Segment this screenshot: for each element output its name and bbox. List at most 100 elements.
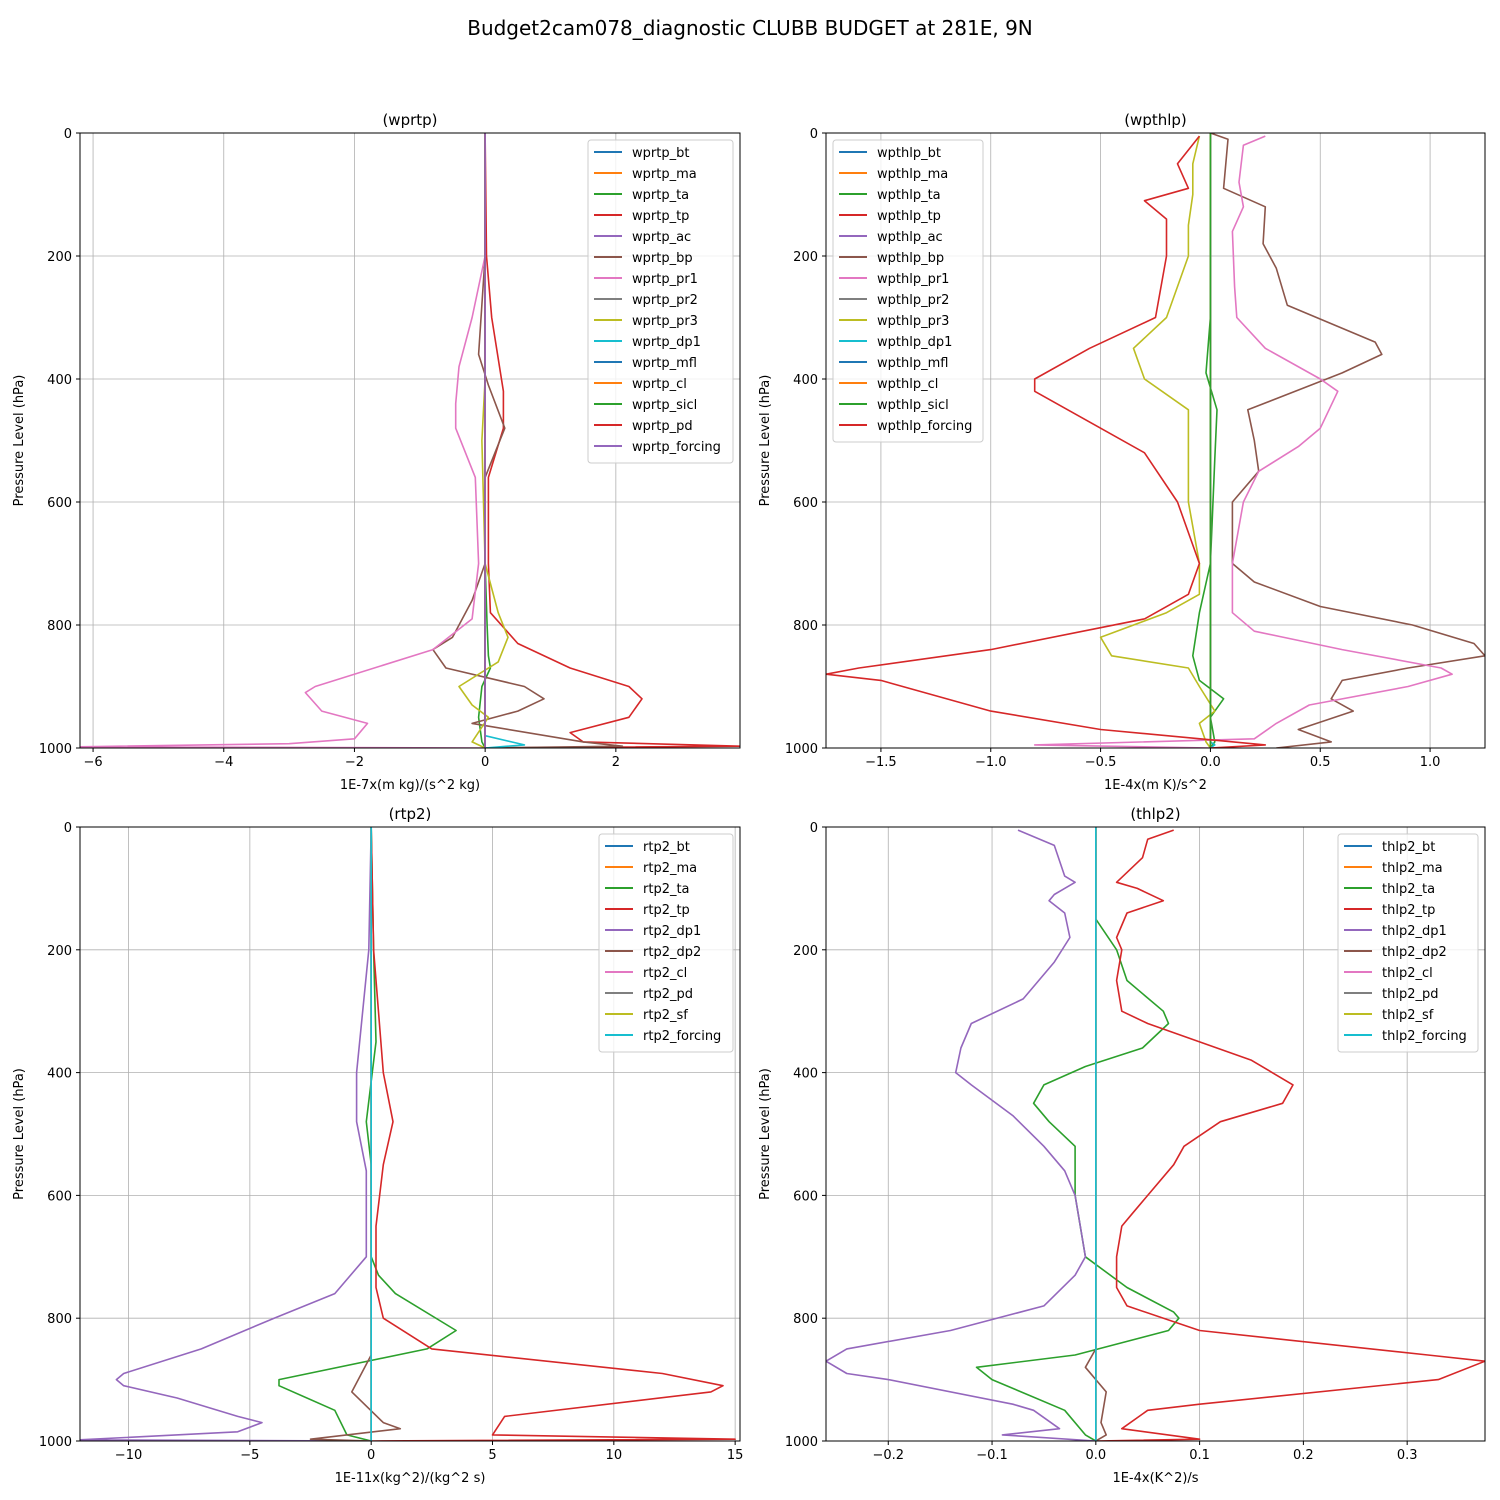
legend-entry: rtp2_tp: [643, 903, 690, 918]
legend-entry: wprtp_sicl: [632, 398, 697, 413]
legend-entry: rtp2_sf: [643, 1008, 688, 1023]
x-tick-label: 0.1: [1189, 1448, 1210, 1463]
x-tick-label: −10: [115, 1448, 142, 1463]
chart-panel-3: −10 −5 0 5 10 15 0 200 400 600 800 1000 (rtp2) 1E-11x…: [12, 805, 743, 1486]
legend-entry: wpthlp_pr2: [877, 293, 949, 308]
legend-entry: wpthlp_sicl: [877, 398, 949, 413]
legend-entry: rtp2_bt: [643, 840, 690, 855]
x-tick-label: 0.5: [1310, 755, 1331, 770]
legend-entry: wpthlp_cl: [877, 377, 938, 392]
legend-entry: thlp2_pd: [1382, 987, 1438, 1002]
x-tick-label: 0: [367, 1448, 375, 1463]
legend-entry: rtp2_ma: [643, 861, 697, 876]
x-tick-label: 15: [727, 1448, 744, 1463]
series-line-wpthlp_pr1: [1033, 135, 1453, 748]
series-line-wprtp_tp: [484, 133, 740, 748]
axes-frame: [79, 826, 741, 1442]
legend-entry: thlp2_dp1: [1382, 924, 1447, 939]
legend-entry: wprtp_cl: [632, 377, 687, 392]
legend-entry: wpthlp_pr1: [877, 272, 949, 287]
series-line-wprtp_bp: [432, 133, 624, 748]
x-tick-label: −0.1: [976, 1448, 1008, 1463]
y-tick-label: 0: [810, 127, 818, 142]
series-line-wprtp_pr1: [80, 133, 486, 748]
legend-entry: wprtp_pr1: [632, 272, 698, 287]
legend-entry: wpthlp_pr3: [877, 314, 949, 329]
chart-title: (rtp2): [389, 805, 432, 823]
legend-entry: rtp2_cl: [643, 966, 687, 981]
legend-entry: thlp2_sf: [1382, 1008, 1434, 1023]
series-line-wpthlp_bp: [1210, 133, 1485, 748]
series-line-rtp2_tp: [370, 827, 736, 1441]
legend-entry: thlp2_forcing: [1382, 1029, 1467, 1044]
x-tick-label: 2: [612, 755, 620, 770]
legend-entry: wpthlp_ma: [877, 167, 948, 182]
legend-entry: thlp2_cl: [1382, 966, 1433, 981]
legend-entry: rtp2_ta: [643, 882, 690, 897]
legend-entry: wprtp_tp: [632, 209, 689, 224]
x-tick-label: −6: [83, 755, 102, 770]
y-tick-label: 1000: [785, 742, 818, 757]
series-line-wpthlp_ta: [1192, 133, 1225, 748]
legend: thlp2_bt thlp2_ma thlp2_ta thlp2_tp thlp2_dp…: [1337, 833, 1479, 1053]
legend-entry: thlp2_bt: [1382, 840, 1435, 855]
legend-entry: rtp2_dp2: [643, 945, 701, 960]
legend-entry: thlp2_ta: [1382, 882, 1435, 897]
legend-box: [1337, 833, 1479, 1053]
x-tick-label: 0.3: [1397, 1448, 1418, 1463]
series-line-rtp2_dp1: [80, 827, 372, 1441]
x-tick-label: 0: [481, 755, 489, 770]
legend-entry: wpthlp_forcing: [877, 419, 972, 434]
chart-title: (wpthlp): [1124, 111, 1187, 129]
legend-entry: wpthlp_ta: [877, 188, 941, 203]
x-tick-label: −5: [240, 1448, 259, 1463]
legend-entry: wprtp_pr3: [632, 314, 698, 329]
chart-title: (wprtp): [382, 111, 437, 129]
legend-entry: wprtp_pr2: [632, 293, 698, 308]
legend-entry: wprtp_ac: [632, 230, 691, 245]
legend-box: [832, 139, 984, 443]
x-tick-label: 0.2: [1293, 1448, 1314, 1463]
series-line-wprtp_dp1: [484, 133, 526, 748]
legend-entry: thlp2_tp: [1382, 903, 1435, 918]
chart-panel-2: −1.5 −1.0 −0.5 0.0 0.5 1.0 0 200 400 600 800 1000 (w…: [758, 111, 1486, 793]
legend-entry: wpthlp_tp: [877, 209, 941, 224]
legend-entry: wprtp_dp1: [632, 335, 701, 350]
x-axis-label: 1E-4x(m K)/s^2: [1104, 778, 1207, 793]
y-tick-label: 200: [793, 250, 818, 265]
legend-entry: wpthlp_mfl: [877, 356, 948, 371]
x-tick-label: −0.5: [1085, 755, 1117, 770]
legend-entry: thlp2_dp2: [1382, 945, 1447, 960]
y-axis-label: Pressure Level (hPa): [758, 375, 773, 507]
x-tick-label: 0.0: [1200, 755, 1221, 770]
y-tick-label: 600: [47, 1189, 72, 1204]
legend-entry: rtp2_pd: [643, 987, 693, 1002]
legend-entry: wprtp_bt: [632, 146, 689, 161]
y-axis-label: Pressure Level (hPa): [758, 1068, 773, 1200]
y-tick-label: 0: [810, 821, 818, 836]
legend: wprtp_bt wprtp_ma wprtp_ta wprtp_tp wprtp_ac…: [587, 139, 734, 464]
y-tick-label: 600: [793, 1189, 818, 1204]
axes-frame: [79, 132, 741, 749]
chart-panel-4: −0.2 −0.1 0.0 0.1 0.2 0.3 0 200 400 600 800 1000 (th…: [758, 805, 1486, 1486]
y-tick-label: 400: [47, 1067, 72, 1082]
y-tick-label: 400: [47, 373, 72, 388]
axes-frame: [825, 132, 1486, 749]
legend-entry: wpthlp_bt: [877, 146, 941, 161]
figure-title: Budget2cam078_diagnostic CLUBB BUDGET at…: [467, 16, 1033, 40]
y-tick-label: 800: [47, 1312, 72, 1327]
legend-entry: thlp2_ma: [1382, 861, 1443, 876]
x-tick-label: 1.0: [1420, 755, 1441, 770]
y-axis-label: Pressure Level (hPa): [12, 375, 27, 507]
x-tick-label: −0.2: [872, 1448, 904, 1463]
series-group: [80, 827, 736, 1441]
legend-entry: wprtp_mfl: [632, 356, 697, 371]
y-axis-label: Pressure Level (hPa): [12, 1068, 27, 1200]
y-tick-label: 800: [793, 1312, 818, 1327]
y-tick-label: 400: [793, 373, 818, 388]
legend: rtp2_bt rtp2_ma rtp2_ta rtp2_tp rtp2_dp1 rtp2…: [598, 833, 734, 1053]
y-tick-label: 0: [64, 127, 72, 142]
y-tick-label: 1000: [39, 742, 72, 757]
y-tick-label: 600: [47, 496, 72, 511]
